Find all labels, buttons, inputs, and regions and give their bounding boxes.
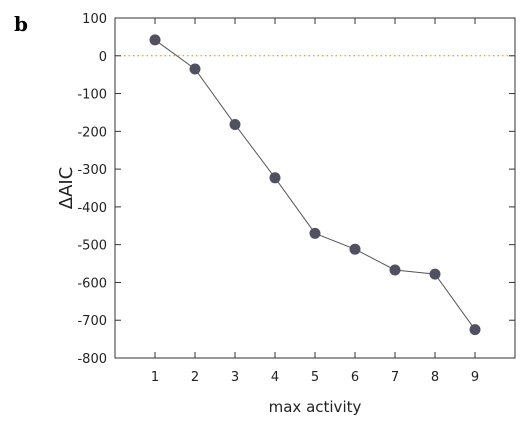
x-tick-label: 2 xyxy=(191,370,199,385)
x-tick-label: 7 xyxy=(391,370,399,385)
y-tick-label: -600 xyxy=(77,276,107,291)
x-tick-label: 5 xyxy=(311,370,319,385)
x-axis-label: max activity xyxy=(269,398,362,416)
x-axis: 1 2 3 4 5 6 7 8 9 xyxy=(151,18,479,385)
data-point xyxy=(309,227,321,239)
y-tick-label: 100 xyxy=(82,12,107,27)
x-tick-label: 4 xyxy=(271,370,279,385)
data-point xyxy=(269,172,281,184)
data-point xyxy=(389,264,401,276)
data-points xyxy=(149,34,481,336)
data-point xyxy=(349,243,361,255)
y-axis-label: ΔAIC xyxy=(56,167,77,210)
y-tick-label: -500 xyxy=(77,239,107,254)
x-tick-label: 1 xyxy=(151,370,159,385)
y-tick-label: -100 xyxy=(77,88,107,103)
plot-frame xyxy=(114,17,516,359)
series-line xyxy=(154,39,476,330)
data-point xyxy=(429,268,441,280)
y-tick-label: -200 xyxy=(77,125,107,140)
x-tick-label: 8 xyxy=(431,370,439,385)
y-tick-label: -800 xyxy=(77,352,107,367)
panel-label: b xyxy=(14,12,28,36)
data-point xyxy=(149,34,161,46)
x-tick-label: 9 xyxy=(471,370,479,385)
y-axis: 100 0 -100 -200 -300 -400 -500 -600 -700 -800 xyxy=(77,12,515,367)
data-point xyxy=(469,324,481,336)
y-tick-label: -400 xyxy=(77,201,107,216)
x-tick-label: 3 xyxy=(231,370,239,385)
y-tick-label: 0 xyxy=(99,50,107,65)
data-point xyxy=(229,119,241,131)
y-tick-label: -300 xyxy=(77,163,107,178)
data-point xyxy=(189,63,201,75)
x-tick-label: 6 xyxy=(351,370,359,385)
y-tick-label: -700 xyxy=(77,314,107,329)
